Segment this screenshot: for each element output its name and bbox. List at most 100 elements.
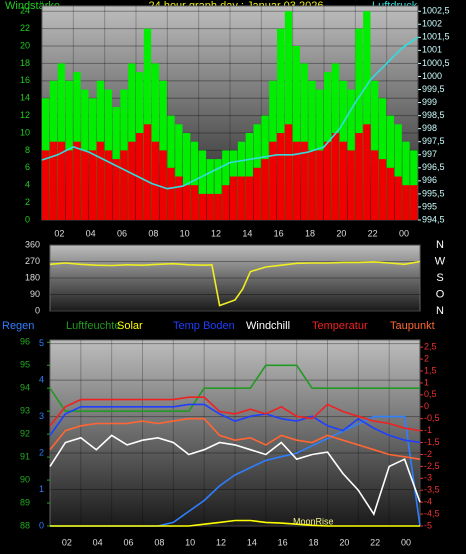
bar [316,150,324,220]
x-tick-label: 06 [123,537,133,547]
y-tick-label: 10 [20,127,30,137]
bar [128,63,136,220]
y-tick-label: 360 [25,239,40,249]
bar [151,63,159,220]
y2-tick-label: 1001 [422,45,442,55]
y-tick-label: 22 [20,23,30,33]
x-tick-label: 04 [86,228,96,238]
direction-label: N [436,305,444,317]
y2-tick-label: -4,5 [424,508,440,518]
y2-tick-label: 1,5 [424,365,437,375]
bar [292,141,300,220]
y2-tick-label: -3,5 [424,485,440,495]
series-line [49,403,421,444]
bar [378,98,387,220]
y3-tick-label: 90 [20,474,30,484]
bar [371,80,379,220]
bar [355,133,363,220]
x-tick-label: 00 [399,228,409,238]
bar [261,159,269,220]
bar [65,150,73,220]
y2-tick-label: 1002,5 [422,6,450,16]
bar [96,141,105,220]
y-tick-label: 24 [20,6,30,16]
direction-label: O [436,288,445,300]
bar [89,150,97,220]
bar [253,167,261,220]
y-tick-label: 2 [25,197,30,207]
legend-entry: Temperatur [312,320,368,332]
y-tick-label: 6 [25,162,30,172]
bar [214,193,222,220]
y2-tick-label: 1002 [422,19,442,29]
bar [57,141,65,220]
x-tick-label: 08 [154,537,164,547]
bar [222,185,230,220]
y2-tick-label: 0 [424,401,429,411]
y3-tick-label: 92 [20,429,30,439]
bar [167,167,175,220]
y2-tick-label: 995,5 [422,188,445,198]
y2-tick-label: -5 [424,520,432,530]
y-tick-label: 4 [39,374,44,384]
bar [371,150,379,220]
y2-tick-label: 996 [422,175,437,185]
series-line [49,434,421,516]
y-tick-label: 4 [25,180,30,190]
y-tick-label: 12 [20,110,30,120]
y2-tick-label: 994,5 [422,214,445,224]
x-tick-label: 14 [247,537,257,547]
y2-tick-label: -0,5 [424,413,440,423]
y-tick-label: 180 [25,272,40,282]
bar [292,46,300,220]
y-tick-label: 5 [39,338,44,348]
y2-tick-label: 999,5 [422,84,445,94]
bar [81,150,89,220]
bar [363,124,371,220]
bar [331,133,340,220]
bar [284,11,293,220]
bar [355,28,363,220]
bar [269,141,277,220]
bar [159,80,167,220]
y2-tick-label: -2 [424,449,432,459]
x-tick-label: 00 [401,537,411,547]
bar [136,133,144,220]
bar [128,141,136,220]
x-tick-label: 18 [308,537,318,547]
x-tick-label: 20 [336,228,346,238]
bar [347,150,355,220]
bar [65,80,73,220]
x-tick-label: 20 [339,537,349,547]
plot-area [49,339,421,527]
direction-label: W [435,255,446,267]
y-tick-label: 90 [30,289,40,299]
x-tick-label: 14 [242,228,252,238]
annotation: MoonRise [293,516,334,526]
direction-label: S [436,272,443,284]
bar [143,124,152,220]
y3-tick-label: 93 [20,406,30,416]
y2-tick-label: 2 [424,353,429,363]
series-line [49,260,421,307]
y3-tick-label: 91 [20,451,30,461]
y-tick-label: 0 [39,520,44,530]
y2-tick-label: 997 [422,149,437,159]
bar [394,124,402,220]
y2-tick-label: 1001,5 [422,32,450,42]
x-tick-label: 22 [370,537,380,547]
y2-tick-label: -1,5 [424,437,440,447]
bar [104,150,112,220]
direction-label: N [436,239,444,251]
x-tick-label: 08 [148,228,158,238]
legend-entry: Temp Boden [173,320,235,332]
x-tick-label: 12 [211,228,221,238]
y2-tick-label: 1000,5 [422,58,450,68]
y2-tick-label: 998,5 [422,110,445,120]
y-tick-label: 16 [20,75,30,85]
y-tick-label: 18 [20,58,30,68]
bar [190,185,199,220]
legend-entry: Windchill [246,320,290,332]
y3-tick-label: 96 [20,337,30,347]
